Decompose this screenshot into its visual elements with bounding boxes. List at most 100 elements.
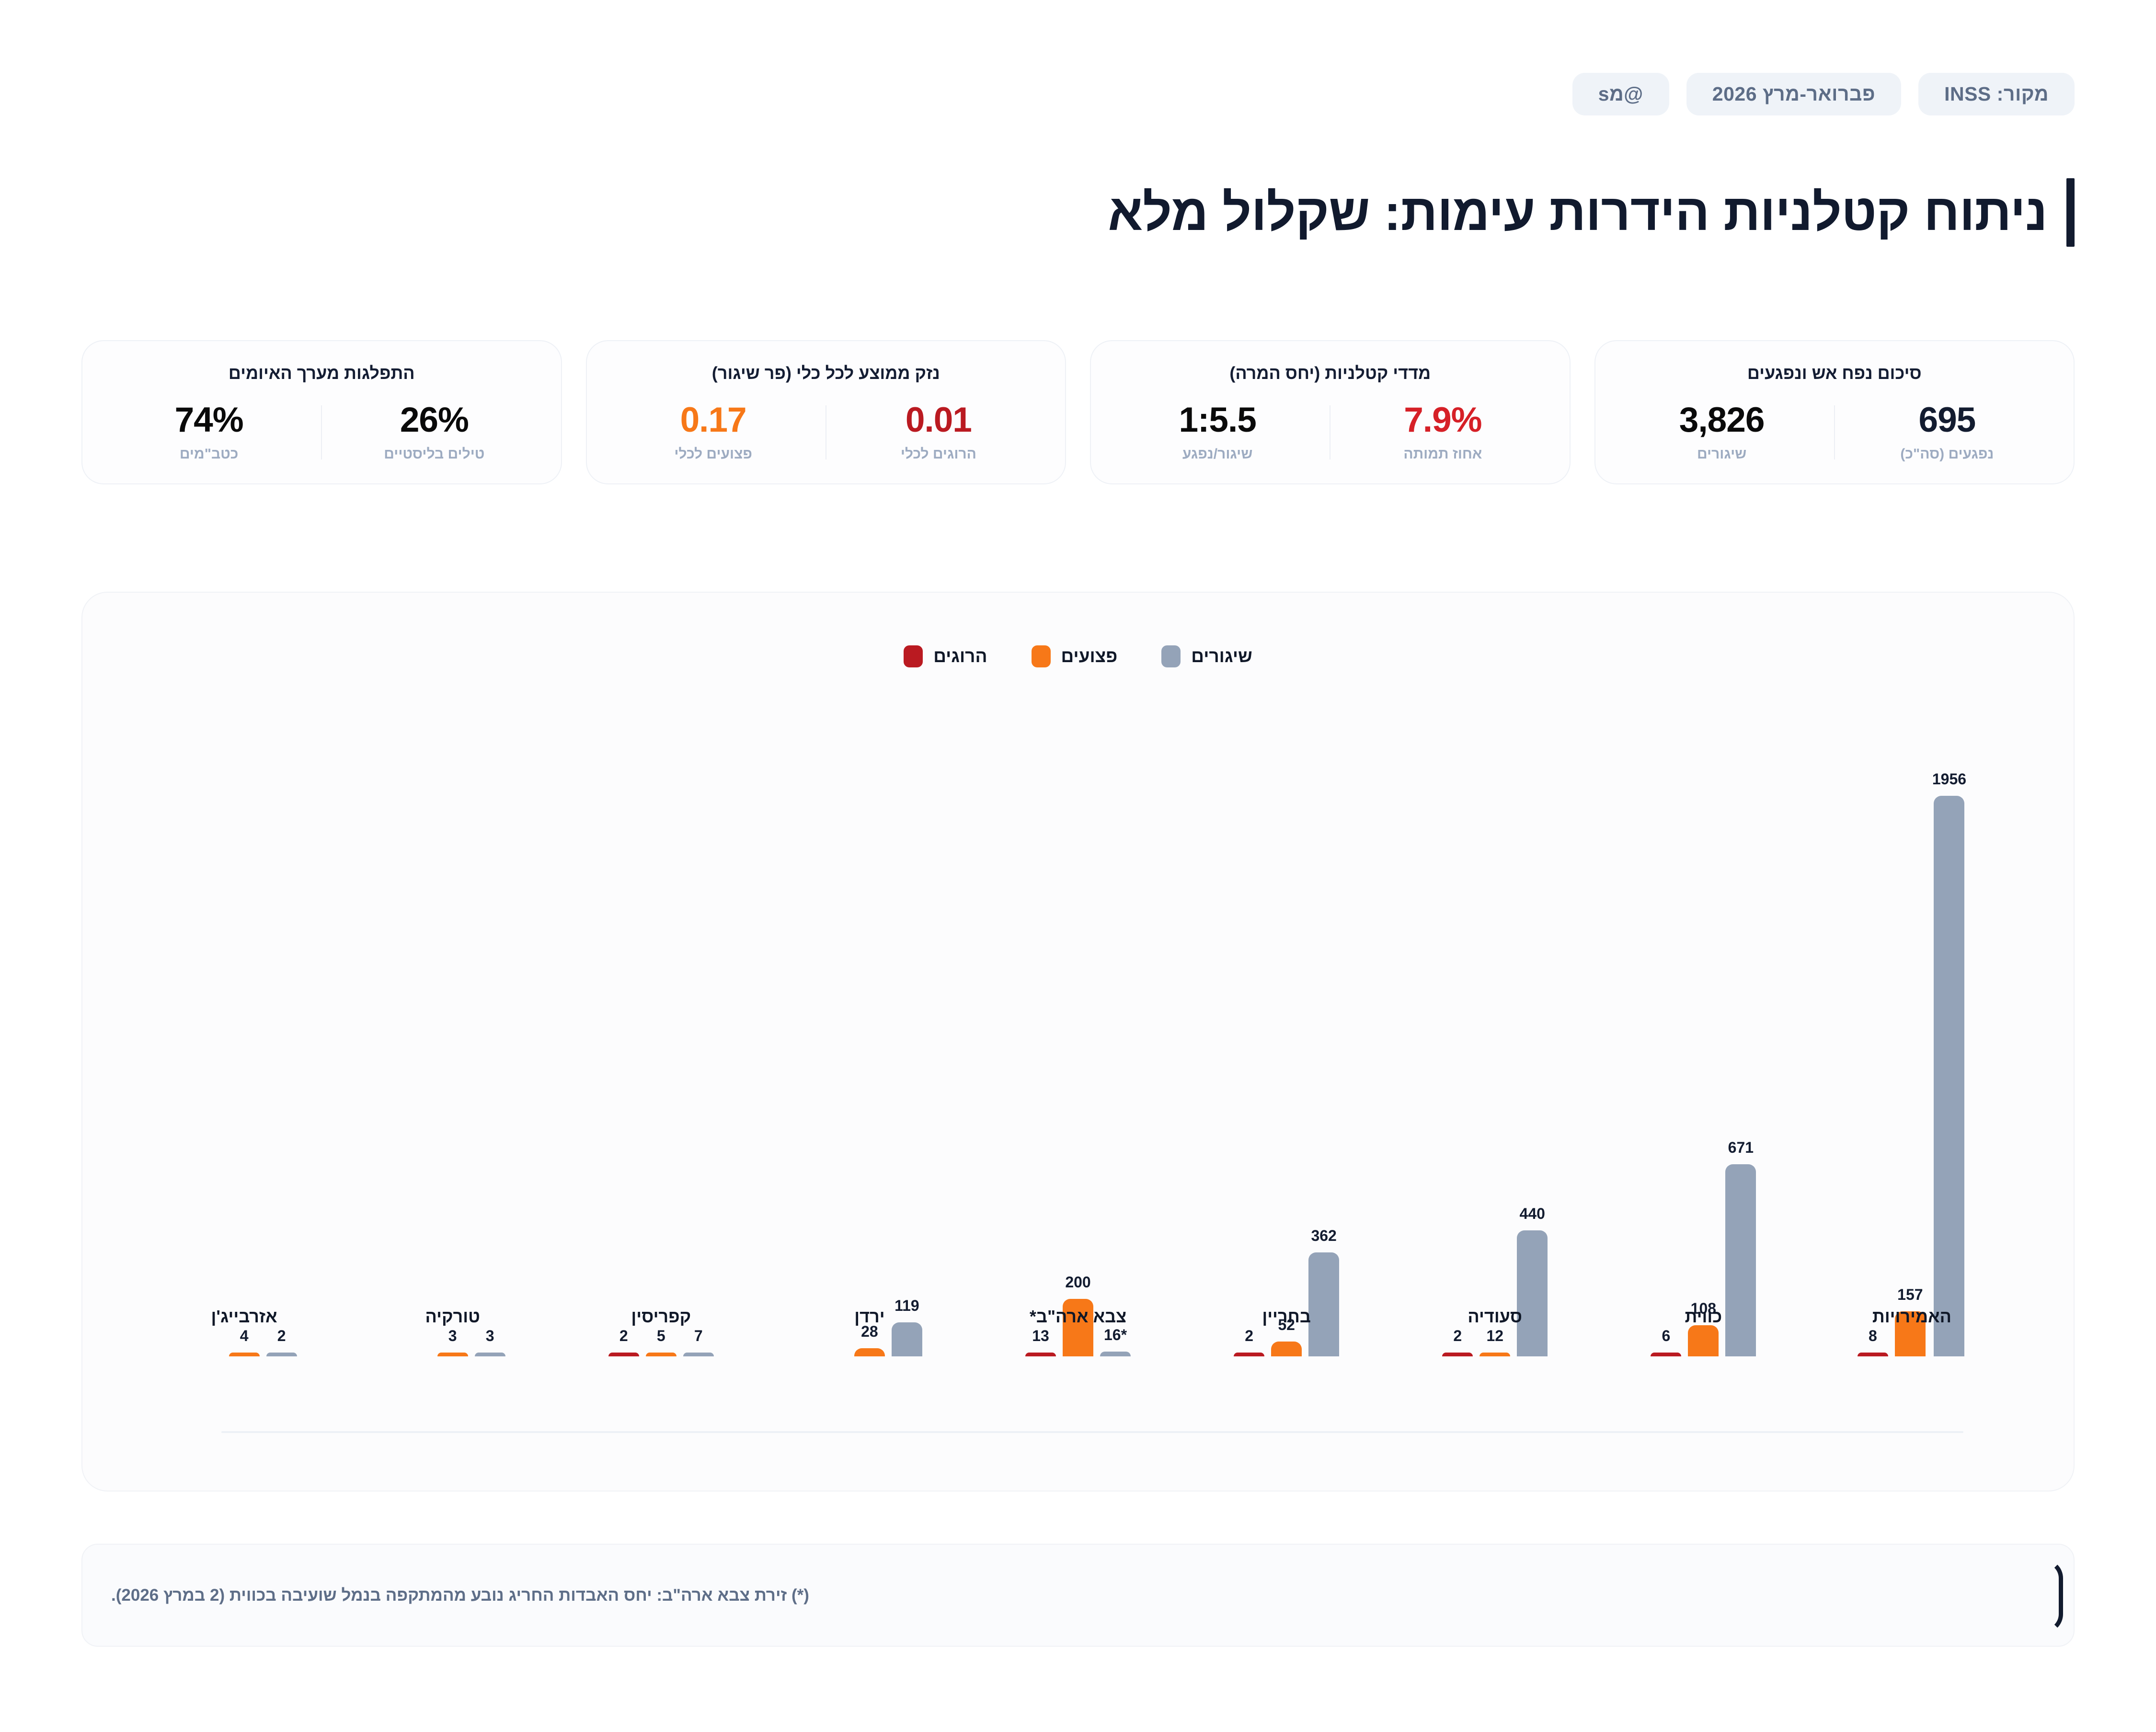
card-title: נזק ממוצע לכל כלי (פר שיגור) (711, 363, 940, 383)
bar-value-label: 5 (656, 1327, 665, 1344)
chart-group-7[interactable]: 2 12 440 סעודיה (1391, 703, 1599, 1356)
bar-wounded[interactable] (1688, 1325, 1719, 1356)
source-badge[interactable]: מקור: INSS (1918, 73, 2075, 116)
bar-column: 52 (1271, 1316, 1302, 1356)
bar-value-label: 7 (694, 1327, 703, 1344)
bar-column: 2 (266, 1327, 297, 1356)
bar-column (817, 1346, 848, 1356)
metric-value: 0.01 (905, 401, 972, 439)
bar-column: 4 (229, 1327, 260, 1356)
metric-launch-per-casualty: 1:5.5 שיגור/נפגע (1105, 402, 1330, 462)
bar-wounded[interactable] (1271, 1341, 1302, 1356)
chart-group-1[interactable]: 4 2 אזרבייג'ן (140, 703, 348, 1356)
bar-wounded[interactable] (437, 1353, 468, 1356)
chart-group-6[interactable]: 2 52 362 בחריין (1182, 703, 1391, 1356)
bar-launches[interactable] (1934, 796, 1965, 1356)
metric-label: פצועים לכלי (674, 446, 752, 462)
chart-group-5[interactable]: 13 200 *16 צבא ארה"ב* (974, 703, 1182, 1356)
bar-wounded[interactable] (229, 1353, 260, 1356)
bar-wounded[interactable] (1479, 1353, 1511, 1356)
bar-column: 12 (1479, 1327, 1511, 1356)
bar-value-label: 2 (619, 1327, 628, 1344)
title-accent-bar (2066, 178, 2075, 247)
bar-launches[interactable] (1725, 1164, 1756, 1356)
metric-divider (321, 405, 322, 459)
bar-launches[interactable] (1308, 1252, 1340, 1356)
metric-label: אחוז תמותה (1403, 446, 1482, 462)
bar-value-label: 52 (1278, 1316, 1295, 1333)
chart-group-3[interactable]: 2 5 7 קפריסין (557, 703, 765, 1356)
bar-column (192, 1346, 222, 1356)
card-title: מדדי קטלניות (יחס המרה) (1229, 363, 1431, 383)
bar-launches[interactable] (474, 1353, 505, 1356)
bar-launches[interactable] (1100, 1352, 1131, 1356)
chart-legend: הרוגים פצועים שיגורים (82, 645, 2074, 667)
page-title: ניתוח קטלניות הידרות עימות: שקלול מלא (1108, 183, 2047, 241)
dashboard-badge[interactable]: @מs (1572, 73, 1669, 116)
bar-column: 28 (854, 1323, 885, 1356)
metric-total-launches: 3,826 שיגורים (1610, 402, 1834, 462)
bar-killed[interactable] (608, 1353, 639, 1356)
bar-column: 7 (683, 1327, 714, 1356)
bar-killed[interactable] (192, 1353, 222, 1356)
bar-killed[interactable] (1025, 1353, 1056, 1356)
bar-wounded[interactable] (645, 1353, 677, 1356)
bar-launches[interactable] (683, 1353, 714, 1356)
metric-total-casualties: 695 נפגעים (סה"כ) (1835, 402, 2059, 462)
card-metrics: 74% כטב"מים 26% טילים בליסטיים (97, 402, 547, 462)
legend-item-launches[interactable]: שיגורים (1161, 645, 1252, 667)
chart-groups: 4 2 אזרבייג'ן 3 3 טורקיה 2 5 7 קפריסין 28 119 ירדן 13… (140, 703, 2016, 1356)
bar-killed[interactable] (817, 1353, 848, 1356)
chart-group-4[interactable]: 28 119 ירדן (765, 703, 974, 1356)
bar-column: 157 (1894, 1286, 1926, 1356)
bar-killed[interactable] (1442, 1353, 1473, 1356)
bar-killed[interactable] (1857, 1353, 1888, 1356)
chart-category-label: ירדן (854, 1307, 885, 1326)
bar-launches[interactable] (891, 1322, 922, 1356)
bar-cluster: 2 12 440 (1391, 703, 1599, 1356)
metric-mortality-rate: 7.9% אחוז תמותה (1330, 402, 1555, 462)
header-badge-row: מקור: INSS פברואר-מרץ 2026 @מs (1572, 73, 2075, 116)
metric-value: 7.9% (1404, 401, 1482, 439)
bar-killed[interactable] (1651, 1353, 1682, 1356)
legend-label: שיגורים (1191, 646, 1252, 666)
bar-column: 200 (1063, 1273, 1094, 1356)
bar-killed[interactable] (1234, 1353, 1265, 1356)
bar-column (400, 1346, 431, 1356)
bar-cluster: 13 200 *16 (974, 703, 1182, 1356)
bar-column: 3 (474, 1327, 505, 1356)
bar-value-label: 3 (485, 1327, 494, 1344)
legend-swatch-icon (1031, 645, 1051, 667)
period-badge[interactable]: פברואר-מרץ 2026 (1686, 73, 1902, 116)
metric-label: שיגורים (1697, 446, 1747, 462)
bar-column: 8 (1857, 1327, 1888, 1356)
chart-group-9[interactable]: 8 157 1956 האמירויות (1808, 703, 2016, 1356)
legend-swatch-icon (1161, 645, 1181, 667)
bar-killed[interactable] (400, 1353, 431, 1356)
firepower-summary-card: סיכום נפח אש ונפגעים 3,826 שיגורים 695 נ… (1594, 340, 2075, 484)
bar-value-label: 108 (1690, 1300, 1717, 1318)
bar-value-label: 12 (1486, 1327, 1504, 1344)
bar-launches[interactable] (1517, 1230, 1548, 1356)
metric-label: שיגור/נפגע (1182, 446, 1253, 462)
metric-divider (1834, 405, 1835, 459)
footnote-text: (*) זירת צבא ארה"ב: יחס האבדות החריג נוב… (111, 1585, 809, 1605)
chart-group-2[interactable]: 3 3 טורקיה (348, 703, 557, 1356)
chart-group-8[interactable]: 6 108 671 כווית (1599, 703, 1808, 1356)
chart-category-label: האמירויות (1872, 1307, 1951, 1326)
bar-value-label: 28 (861, 1323, 878, 1341)
bar-wounded[interactable] (1894, 1311, 1926, 1356)
bar-column: 2 (1234, 1327, 1265, 1356)
card-metrics: 0.17 פצועים לכלי 0.01 הרוגים לכלי (601, 402, 1051, 462)
bar-column: 108 (1688, 1300, 1719, 1356)
bar-wounded[interactable] (1063, 1299, 1094, 1356)
bar-value-label: 671 (1728, 1138, 1754, 1156)
bar-launches[interactable] (266, 1353, 297, 1356)
bar-cluster: 28 119 (765, 703, 974, 1356)
legend-item-killed[interactable]: הרוגים (904, 645, 987, 667)
bar-wounded[interactable] (854, 1348, 885, 1356)
metric-value: 695 (1918, 401, 1976, 439)
legend-item-wounded[interactable]: פצועים (1031, 645, 1117, 667)
